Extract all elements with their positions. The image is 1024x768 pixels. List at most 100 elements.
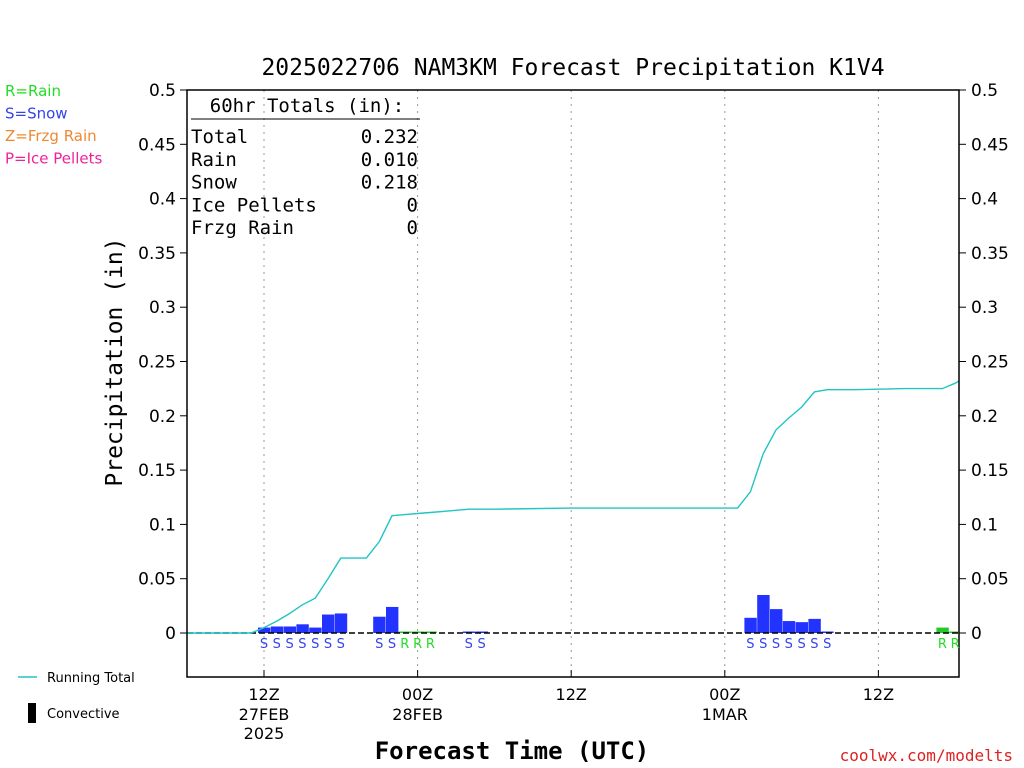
precip-bar [757, 594, 770, 633]
chart-title: 2025022706 NAM3KM Forecast Precipitation… [261, 55, 884, 81]
x-tick-year: 2025 [244, 724, 285, 743]
y-tick-label-left: 0.35 [138, 244, 176, 264]
plot-frame [186, 89, 960, 678]
precip-bar [808, 618, 821, 633]
x-tick-label: 12Z [248, 685, 279, 704]
y-tick-label-right: 0.35 [971, 244, 1009, 264]
y-tick-label-left: 0.2 [149, 407, 176, 427]
y-tick-label-right: 0.25 [971, 353, 1009, 373]
type-legend-item: Z=Frzg Rain [5, 127, 97, 145]
y-tick-label-right: 0.4 [971, 190, 998, 210]
precip-bar [795, 622, 808, 633]
totals-row-label: Total [191, 126, 248, 148]
precip-type-marker: S [375, 637, 383, 652]
convective-label: Convective [47, 707, 120, 722]
y-tick-label-left: 0.45 [138, 135, 176, 155]
precip-type-marker: S [797, 637, 805, 652]
totals-row-label: Snow [191, 172, 237, 194]
precip-bar [462, 631, 476, 633]
precip-type-marker: R [426, 637, 435, 652]
precip-type-marker: S [260, 637, 268, 652]
y-tick-label-right: 0.15 [971, 461, 1009, 481]
grid-lines [263, 90, 879, 677]
type-legend-item: R=Rain [5, 82, 61, 100]
credit-text: coolwx.com/modelts [840, 746, 1013, 765]
precip-type-marker: S [273, 637, 281, 652]
y-tick-label-right: 0 [971, 624, 982, 644]
totals-row-label: Rain [191, 149, 237, 171]
precip-type-marker: S [785, 637, 793, 652]
y-tick-label-left: 0.3 [149, 298, 176, 318]
x-tick-label: 12Z [863, 685, 894, 704]
y-axis-right: 0 0.05 0.1 0.15 0.2 0.25 0.3 0.35 0.4 0.45 0.5 [959, 81, 1009, 644]
x-tick-date: 27FEB [239, 705, 290, 724]
precip-bar [936, 627, 949, 633]
precip-type-marker: S [810, 637, 818, 652]
precip-type-marker: S [324, 637, 332, 652]
x-axis-label: Forecast Time (UTC) [375, 737, 650, 765]
precip-bar [411, 631, 424, 633]
precip-bar [782, 621, 796, 633]
y-tick-label-right: 0.3 [971, 298, 998, 318]
y-tick-label-left: 0.5 [149, 81, 176, 101]
convective-swatch [28, 703, 36, 723]
y-tick-label-right: 0.2 [971, 407, 998, 427]
precip-type-marker: S [388, 637, 396, 652]
running-total-line [187, 380, 960, 634]
precip-bar [475, 631, 488, 633]
precip-bar [398, 631, 412, 633]
precip-bar [322, 614, 335, 633]
type-legend-item: P=Ice Pellets [5, 150, 102, 168]
precip-bar [949, 631, 958, 633]
y-tick-label-right: 0.45 [971, 135, 1009, 155]
totals-row-value: 0.232 [361, 126, 418, 148]
totals-box: 60hr Totals (in): Total 0.232 Rain 0.010 Sno… [191, 95, 420, 239]
totals-row-label: Frzg Rain [191, 217, 294, 239]
x-tick-label: 12Z [556, 685, 587, 704]
totals-row-value: 0 [407, 194, 418, 216]
y-tick-label-left: 0 [165, 624, 176, 644]
precip-bar [309, 627, 322, 633]
precip-bar [258, 627, 271, 633]
precip-bar [334, 613, 348, 633]
totals-rows: Total 0.232 Rain 0.010 Snow 0.218 Ice Pellets 0… [191, 126, 418, 239]
y-tick-label-right: 0.1 [971, 515, 998, 535]
precip-bars [258, 594, 958, 633]
totals-row-value: 0.010 [361, 149, 418, 171]
precip-type-marker: S [337, 637, 345, 652]
totals-row-value: 0.218 [361, 172, 418, 194]
precip-type-marker: S [465, 637, 473, 652]
type-legend-item: S=Snow [5, 105, 68, 123]
precip-bar [424, 631, 437, 633]
totals-header: 60hr Totals (in): [210, 95, 404, 117]
precip-bar [373, 616, 386, 633]
precip-type-marker: S [759, 637, 767, 652]
y-tick-label-left: 0.05 [138, 570, 176, 590]
y-axis-label: Precipitation (in) [102, 237, 128, 486]
x-tick-date: 28FEB [392, 705, 443, 724]
precip-type-marker: R [413, 637, 422, 652]
precip-bar [744, 617, 757, 633]
precip-type-marker: S [311, 637, 319, 652]
precip-type-marker: R [951, 637, 960, 652]
totals-row-label: Ice Pellets [191, 194, 317, 216]
precip-type-marker: S [298, 637, 306, 652]
precip-bar [270, 626, 284, 633]
precip-bar [770, 609, 783, 633]
precip-bar [283, 626, 296, 633]
y-tick-label-left: 0.25 [138, 353, 176, 373]
x-tick-date: 1MAR [702, 705, 748, 724]
precip-type-marker: S [746, 637, 754, 652]
precip-type-marker: R [938, 637, 947, 652]
precip-type-legend: R=Rain S=Snow Z=Frzg Rain P=Ice Pellets [5, 82, 102, 168]
y-tick-label-left: 0.1 [149, 515, 176, 535]
y-tick-label-right: 0.05 [971, 570, 1009, 590]
x-tick-label: 00Z [402, 685, 433, 704]
precip-type-marker: S [823, 637, 831, 652]
totals-row-value: 0 [407, 217, 418, 239]
precip-type-marker: S [477, 637, 485, 652]
precip-type-marker: S [285, 637, 293, 652]
